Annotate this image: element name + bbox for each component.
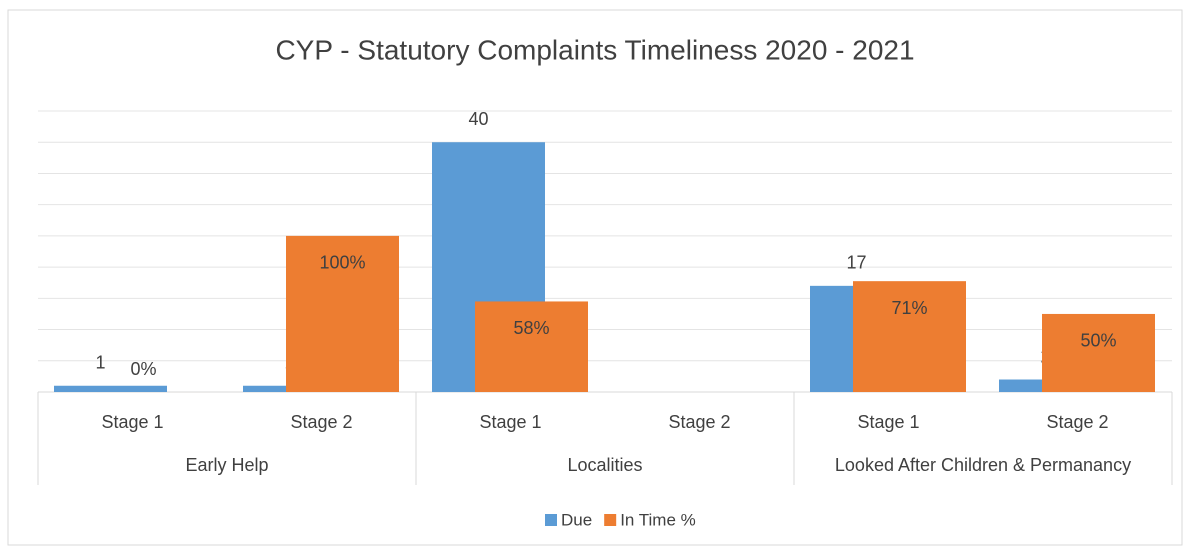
group-label: Looked After Children & Permanancy	[835, 455, 1131, 475]
legend-swatch	[604, 514, 617, 526]
legend-label: Due	[561, 510, 592, 529]
data-label: 100%	[319, 253, 365, 273]
data-label: 17	[846, 253, 866, 273]
x-tick-label: Stage 2	[1046, 412, 1108, 432]
group-label: Early Help	[185, 455, 268, 475]
x-tick-label: Stage 2	[290, 412, 352, 432]
chart-border	[7, 9, 1183, 546]
bar	[286, 235, 399, 392]
legend-swatch	[545, 514, 557, 526]
x-tick-label: Stage 1	[479, 412, 541, 432]
data-label: 0%	[130, 359, 156, 379]
legend-label: In Time %	[620, 510, 696, 529]
data-label: 58%	[513, 318, 549, 338]
x-tick-label: Stage 1	[857, 412, 919, 432]
bar	[1042, 313, 1155, 392]
chart-title: CYP - Statutory Complaints Timeliness 20…	[275, 34, 914, 65]
data-label: 1	[95, 353, 105, 373]
bar	[475, 301, 588, 392]
x-tick-label: Stage 2	[668, 412, 730, 432]
data-label: 40	[468, 109, 488, 129]
group-label: Localities	[567, 455, 642, 475]
bar	[853, 281, 966, 392]
bar	[54, 385, 167, 392]
data-label: 50%	[1080, 331, 1116, 351]
data-label: 71%	[891, 298, 927, 318]
x-tick-label: Stage 1	[101, 412, 163, 432]
